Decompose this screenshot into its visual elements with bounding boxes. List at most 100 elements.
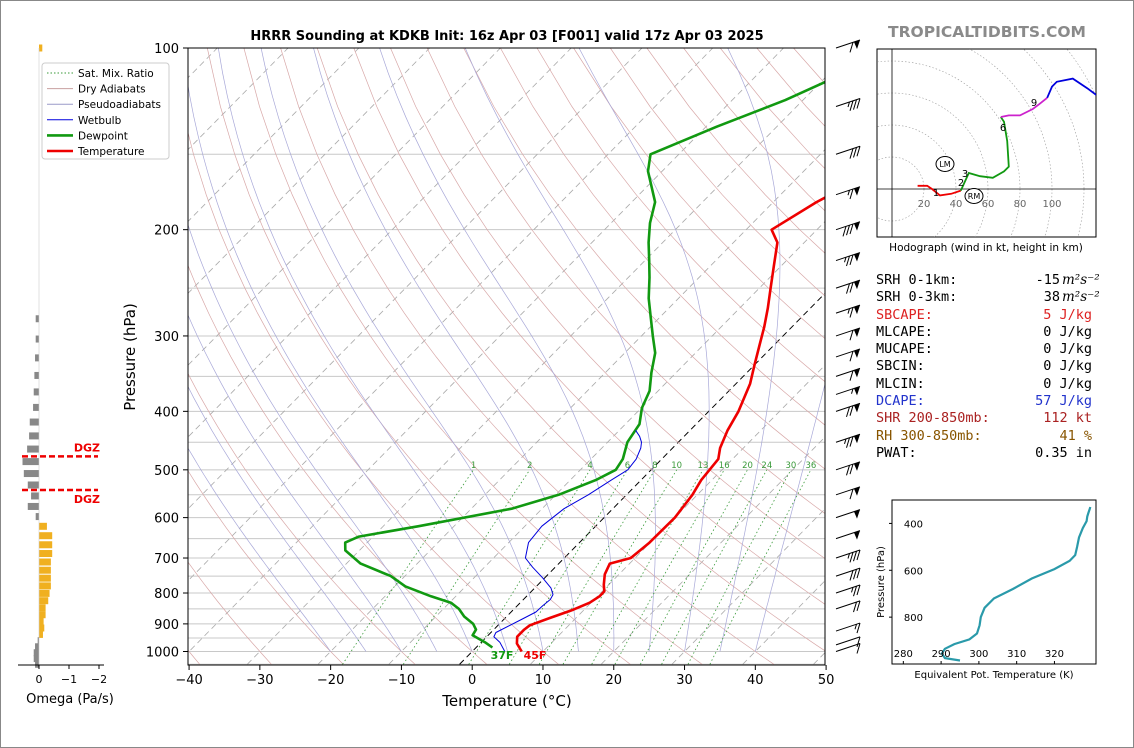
omega-bar: [33, 403, 39, 411]
isotherm-line: [600, 436, 825, 665]
barb-full: [849, 254, 854, 266]
parameter-row: SBCIN: 0 J/kg: [876, 358, 1116, 375]
dry-adiabat-line: [206, 48, 631, 665]
mixing-ratio-line: [402, 469, 531, 665]
wind-barb: [835, 98, 861, 111]
barb-staff: [835, 221, 861, 231]
wind-barb: [835, 145, 861, 159]
barb-flag: [854, 327, 860, 337]
parameter-value: 57 J/kg: [1035, 393, 1092, 410]
barb-flag: [854, 530, 860, 540]
barb-full: [849, 552, 854, 563]
parameter-row: DCAPE: 57 J/kg: [876, 393, 1116, 410]
parameter-row: RH 300-850mb: 41 %: [876, 428, 1116, 445]
theta-e-axes: 280 290 300 310 320 400 600 800: [889, 519, 1064, 664]
wind-barb: [835, 39, 861, 53]
barb-flag: [854, 221, 860, 231]
theta-e-line: [940, 506, 1092, 662]
omega-bar: [39, 532, 53, 540]
hodograph-segment: [959, 116, 1010, 191]
omega-bar: [29, 432, 39, 440]
isotherm-line: [188, 48, 784, 654]
hodograph-frame: [876, 48, 1097, 238]
barb-full: [853, 601, 857, 613]
mixing-ratio-label: 36: [805, 461, 816, 471]
x-tick-label: 0: [468, 673, 476, 688]
x-tick-label: 20: [605, 673, 622, 688]
barb-half: [847, 101, 850, 108]
barb-full: [853, 569, 857, 580]
parameter-label: RH 300-850mb:: [876, 427, 982, 444]
parameter-row: PWAT: 0.35 in: [876, 445, 1116, 462]
barb-flag: [854, 386, 860, 396]
barb-half: [851, 587, 854, 593]
surface-dewpoint-label: 37F: [491, 649, 514, 662]
barb-full: [849, 307, 854, 318]
barb-full: [849, 370, 854, 381]
wind-barb: [835, 304, 861, 318]
theta-e-x-tick-label: 300: [969, 649, 988, 660]
barb-staff: [835, 39, 861, 49]
pseudoadiabat-line: [188, 223, 438, 652]
parameter-row: MLCIN: 0 J/kg: [876, 376, 1116, 393]
omega-bar: [39, 522, 47, 530]
wind-barb: [835, 549, 861, 563]
isotherm-line: [459, 292, 825, 665]
hodograph-height-label: 9: [1031, 98, 1037, 109]
omega-x-tick-label: −1: [61, 673, 77, 686]
mixing-ratio-line: [661, 469, 768, 665]
theta-e-profile: [940, 506, 1092, 662]
omega-bar: [39, 541, 53, 549]
barb-full: [856, 98, 861, 109]
theta-e-x-label: Equivalent Pot. Temperature (K): [914, 670, 1073, 681]
pseudoadiabat-line: [313, 48, 579, 652]
wind-barb: [835, 367, 861, 381]
pseudoadiabat-line: [188, 83, 473, 652]
hodograph-ring-label: 40: [950, 199, 963, 210]
parameter-row: SBCAPE: 5 J/kg: [876, 307, 1116, 324]
wind-barb: [835, 186, 861, 200]
hodograph-segment: [1000, 97, 1048, 118]
x-tick-label: −40: [175, 673, 202, 688]
mixing-ratio-label: 24: [761, 461, 772, 471]
barb-flag: [854, 368, 860, 378]
barb-flag: [854, 252, 860, 262]
dry-adiabat-line: [188, 264, 488, 665]
wind-barb: [835, 252, 861, 267]
omega-bar: [22, 458, 39, 466]
barb-full: [846, 225, 850, 236]
y-tick-label: 900: [154, 618, 179, 633]
omega-bar: [35, 643, 39, 651]
isotherm-line: [317, 149, 825, 665]
parameter-value: 112 kt: [1043, 410, 1092, 427]
y-tick-label: 1000: [146, 646, 179, 661]
omega-bar: [39, 597, 49, 605]
barb-full: [849, 464, 854, 475]
barb-full: [856, 622, 861, 634]
mixing-ratio-label: 2: [527, 461, 532, 471]
hodograph-height-label: 1: [933, 188, 939, 199]
dry-adiabat-line: [573, 48, 825, 340]
series-temperature: [515, 196, 825, 653]
omega-bar: [39, 589, 50, 597]
pseudoadiabat-line: [464, 48, 656, 652]
mixing-ratio-label: 1: [471, 461, 476, 471]
barb-flag: [854, 348, 860, 358]
omega-bar: [39, 611, 46, 619]
legend-entry-label: Pseudoadiabats: [78, 99, 161, 111]
y-tick-label: 300: [154, 330, 179, 345]
wind-barb: [835, 385, 861, 396]
isotherm-line: [188, 48, 643, 510]
theta-e-y-tick-label: 400: [904, 519, 923, 530]
omega-bar: [31, 492, 39, 500]
parameter-value: 5 J/kg: [1043, 306, 1092, 323]
parameter-label: SRH 0-3km:: [876, 289, 958, 306]
mixing-ratio-line: [687, 469, 792, 665]
hodograph-height-label: 3: [962, 169, 968, 180]
storm-motion-marker: [964, 188, 984, 204]
omega-bar: [39, 624, 45, 632]
barb-half: [847, 308, 850, 314]
barb-half: [847, 553, 850, 559]
hodograph-height-label: 6: [1000, 123, 1006, 134]
